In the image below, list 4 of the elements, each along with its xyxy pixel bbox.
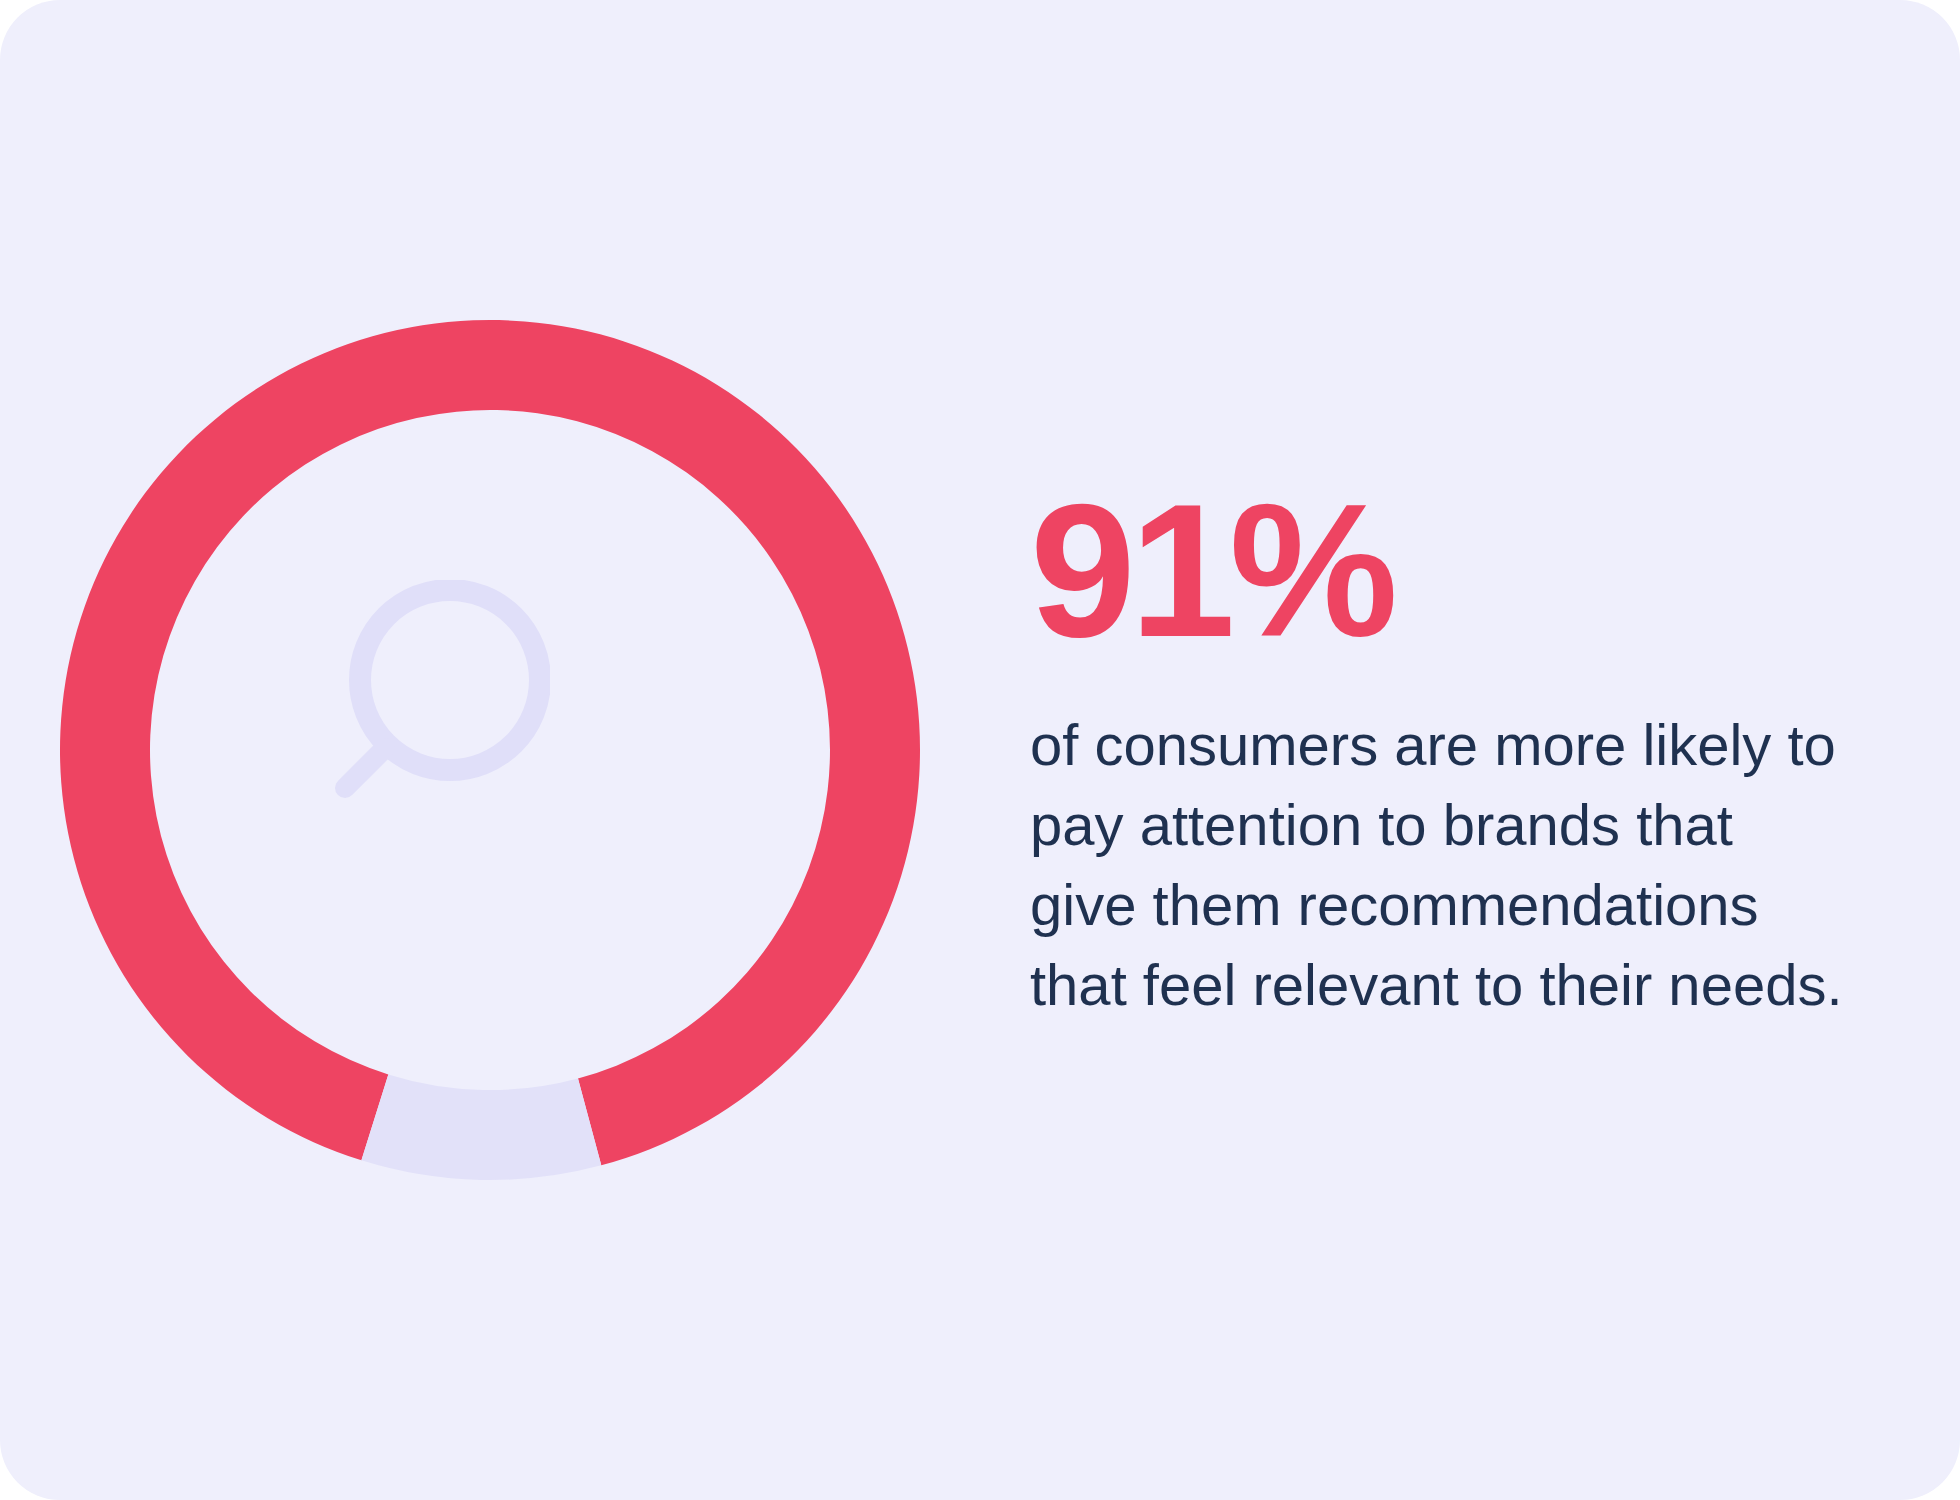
text: 91% — [1030, 463, 1394, 676]
donut-slice — [60, 320, 920, 1166]
text: of consumers are more likely to pay attention to brands that give them recommendations that feel relevant to their needs. — [1030, 710, 1844, 1020]
donut-slice — [361, 1074, 602, 1180]
